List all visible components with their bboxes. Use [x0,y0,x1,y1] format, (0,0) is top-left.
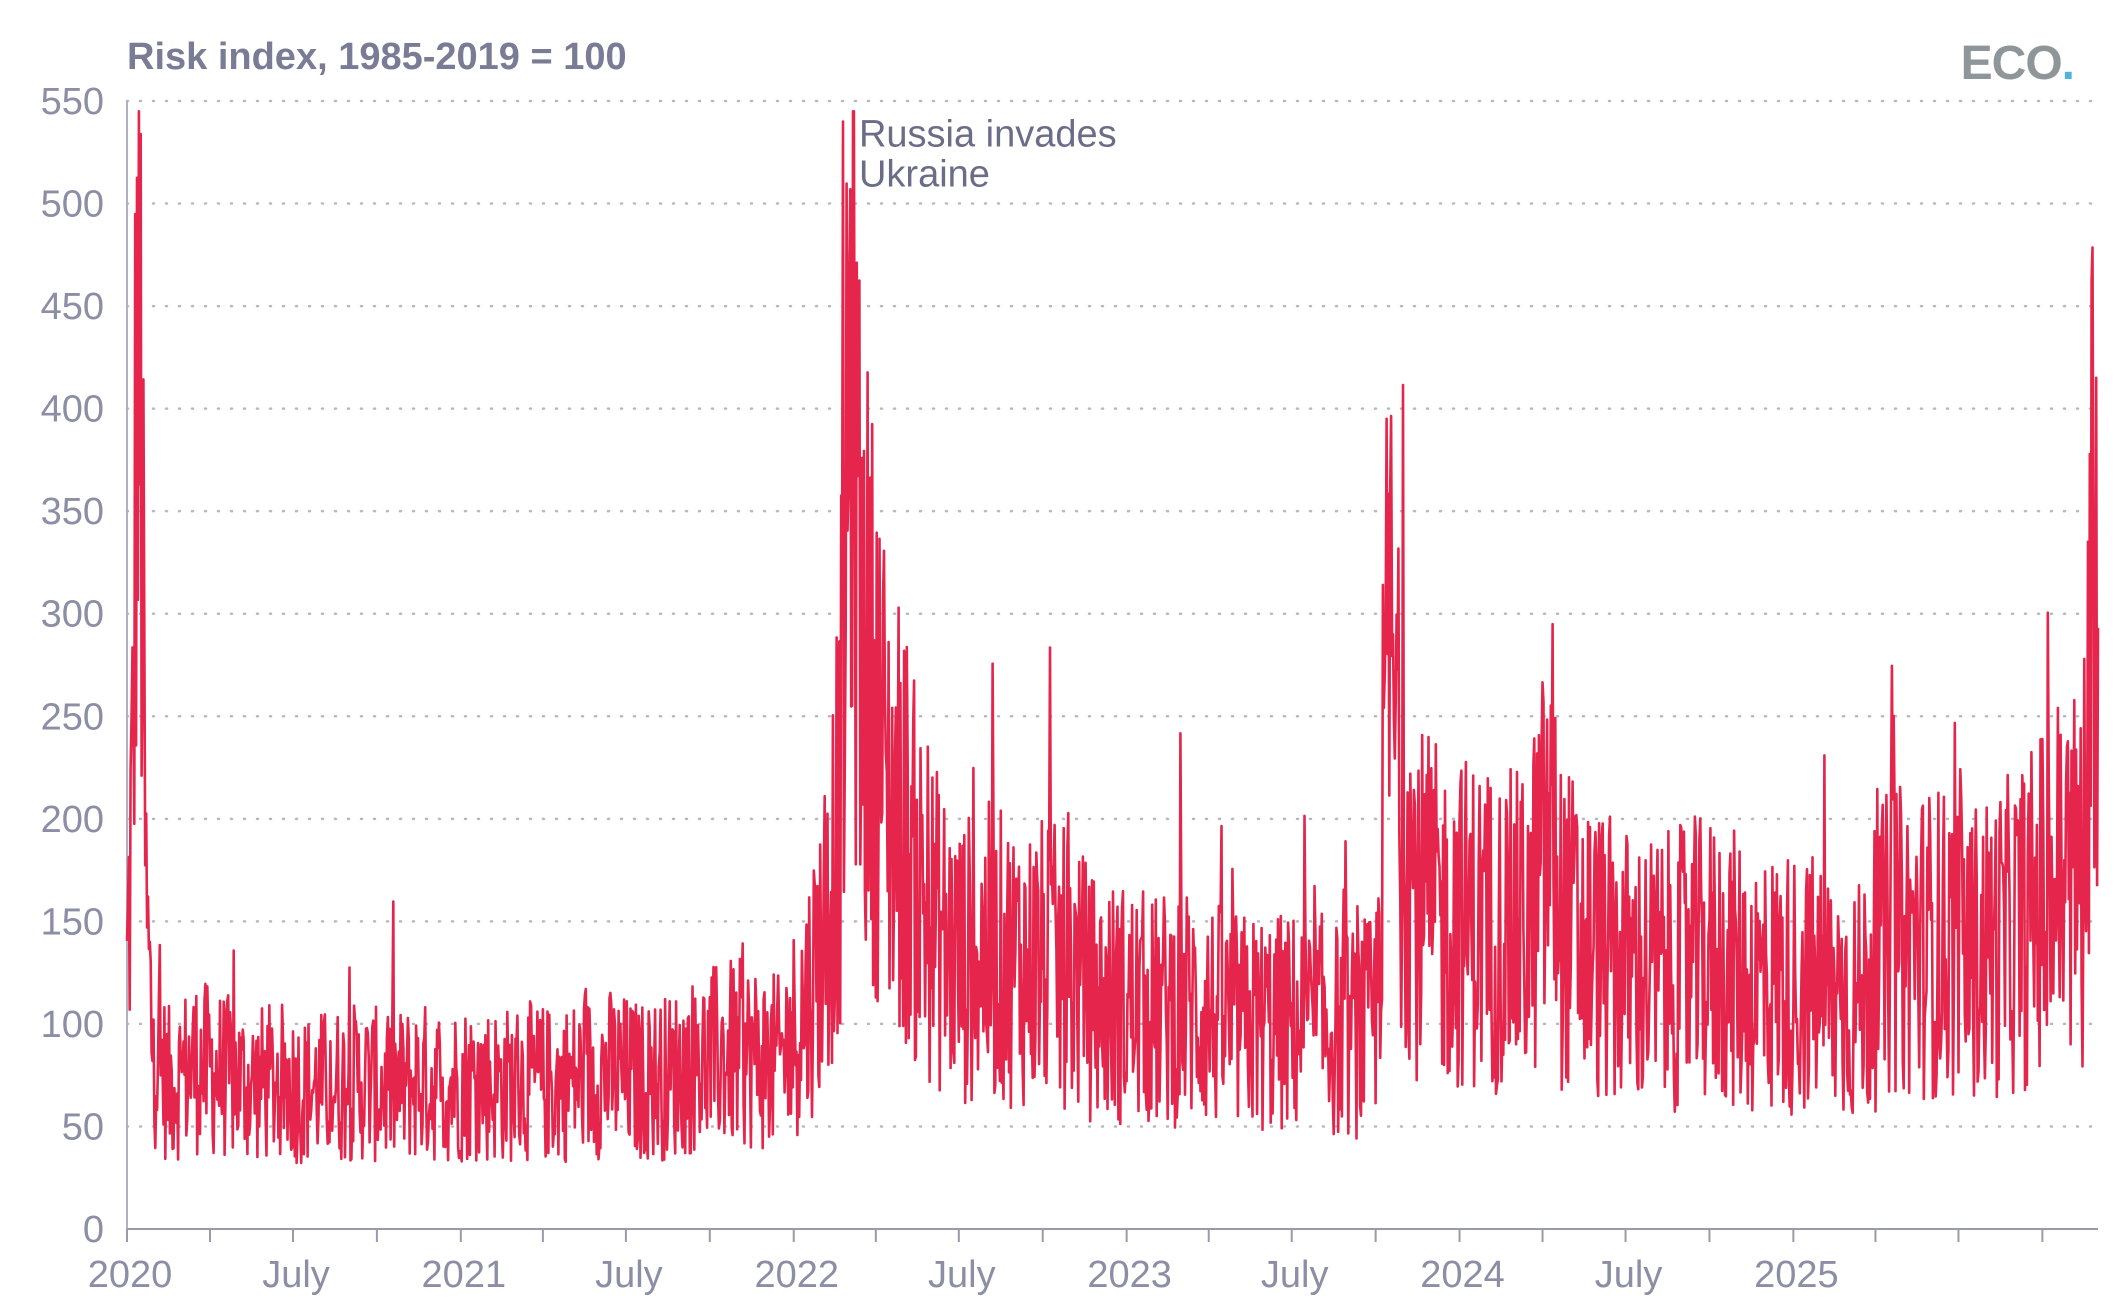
y-tick-label-400: 400 [41,389,104,431]
y-tick-label-200: 200 [41,799,104,841]
x-tick-label-10: 2025 [1754,1254,1839,1296]
logo-text: ECO [1960,37,2063,90]
annotation-text-line-1: Ukraine [859,154,990,196]
logo-dot: . [2061,37,2075,90]
x-tick-label-2: 2021 [422,1254,507,1296]
y-tick-label-300: 300 [41,594,104,636]
axes: 0 50 100 150 200 250 300 350 400 450 500 550 2020 Jul… [41,81,2098,1296]
series-layer [125,110,2100,1165]
y-tick-label-250: 250 [41,696,104,738]
annotation-text-line-0: Russia invades [859,114,1117,156]
y-tick-label-450: 450 [41,286,104,328]
y-tick-label-50: 50 [62,1106,104,1148]
y-tick-label-500: 500 [41,184,104,226]
x-tick-label-9: July [1595,1254,1663,1296]
x-tick-label-8: 2024 [1420,1254,1505,1296]
x-tick-label-6: 2023 [1087,1254,1172,1296]
y-tick-label-350: 350 [41,491,104,533]
x-tick-label-7: July [1261,1254,1329,1296]
y-tick-label-100: 100 [41,1004,104,1046]
x-tick-label-0: 2020 [88,1254,173,1296]
x-tick-label-5: July [928,1254,996,1296]
y-tick-label-550: 550 [41,81,104,123]
x-tick-label-4: 2022 [754,1254,839,1296]
series-line [125,110,2100,1165]
y-axis-title: Risk index, 1985-2019 = 100 [127,36,627,78]
eco-logo: ECO. [1960,36,2075,91]
y-tick-label-0: 0 [83,1209,104,1251]
x-tick-label-1: July [262,1254,330,1296]
y-tick-label-150: 150 [41,901,104,943]
x-tick-label-3: July [595,1254,663,1296]
